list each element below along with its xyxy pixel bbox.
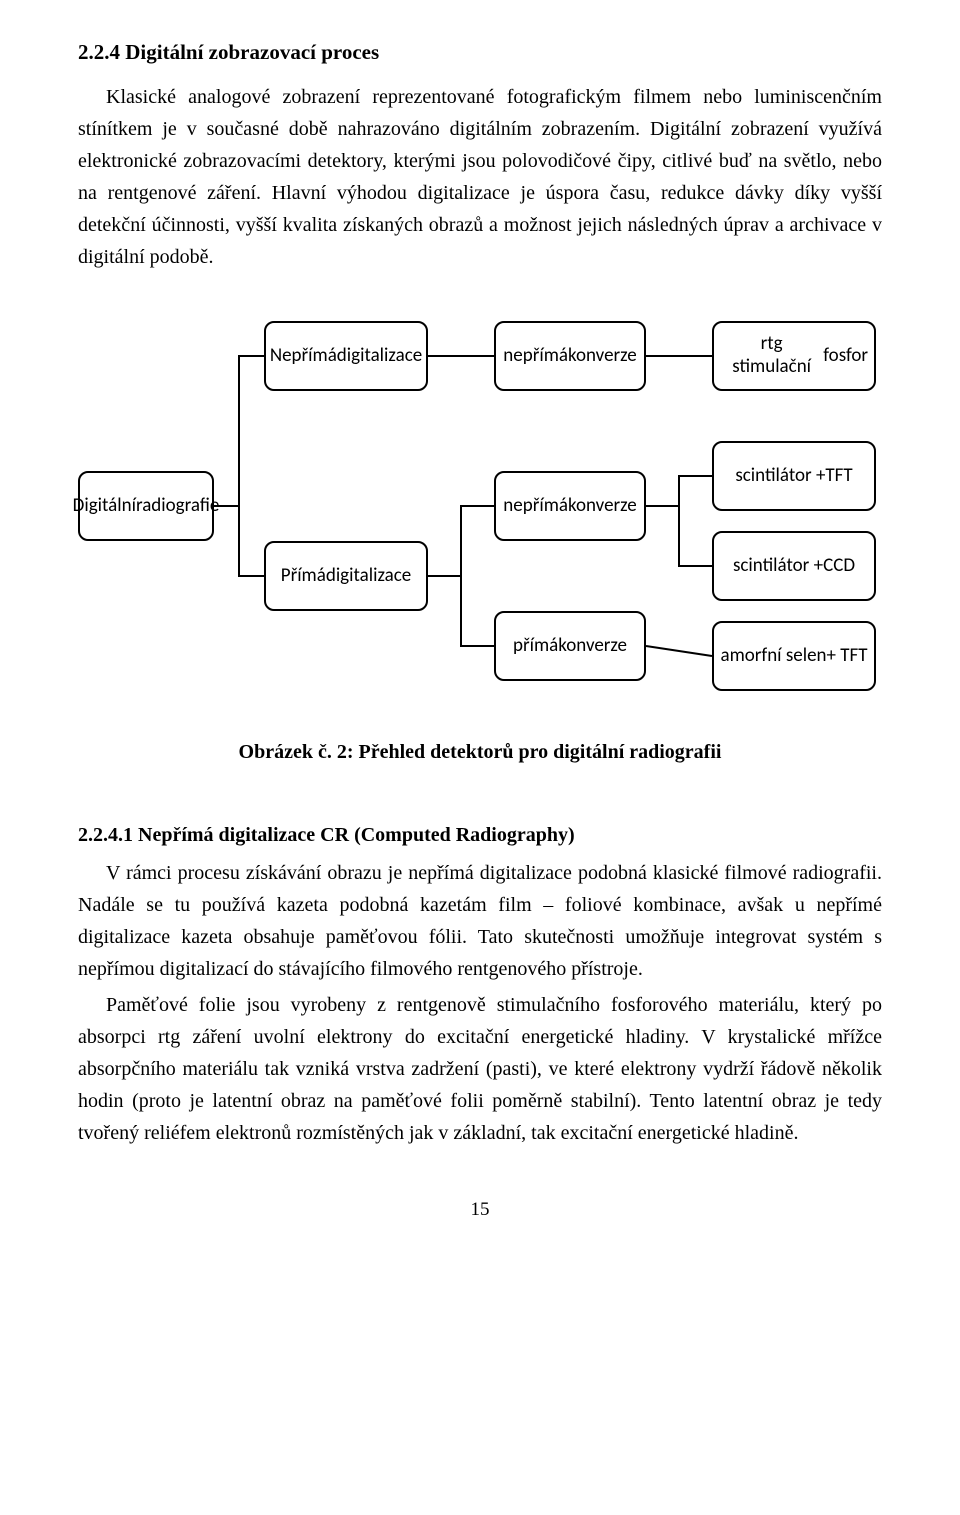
diagram-wrap: Digitálníradiografie Nepřímádigitalizace P… xyxy=(78,311,882,711)
flowchart-node-prima: Přímádigitalizace xyxy=(264,541,428,611)
flowchart-node-konv2: nepřímákonverze xyxy=(494,471,646,541)
flowchart-node-leaf1: rtg stimulačnífosfor xyxy=(712,321,876,391)
subsection-heading: 2.2.4.1 Nepřímá digitalizace CR (Compute… xyxy=(78,824,882,847)
flowchart-node-root: Digitálníradiografie xyxy=(78,471,214,541)
flowchart-node-konv1: nepřímákonverze xyxy=(494,321,646,391)
section-heading: 2.2.4 Digitální zobrazovací proces xyxy=(78,40,882,65)
flowchart-node-konv3: přímákonverze xyxy=(494,611,646,681)
page-number: 15 xyxy=(78,1199,882,1221)
flowchart-node-neprima: Nepřímádigitalizace xyxy=(264,321,428,391)
body-paragraph: V rámci procesu získávání obrazu je nepř… xyxy=(78,857,882,985)
flowchart-node-leaf2: scintilátor +TFT xyxy=(712,441,876,511)
flowchart-node-leaf4: amorfní selen+ TFT xyxy=(712,621,876,691)
body-paragraph: Paměťové folie jsou vyrobeny z rentgenov… xyxy=(78,989,882,1149)
figure-caption: Obrázek č. 2: Přehled detektorů pro digi… xyxy=(78,741,882,764)
flowchart-diagram: Digitálníradiografie Nepřímádigitalizace P… xyxy=(78,311,882,711)
flowchart-node-leaf3: scintilátor +CCD xyxy=(712,531,876,601)
body-paragraph: Klasické analogové zobrazení reprezentov… xyxy=(78,81,882,273)
